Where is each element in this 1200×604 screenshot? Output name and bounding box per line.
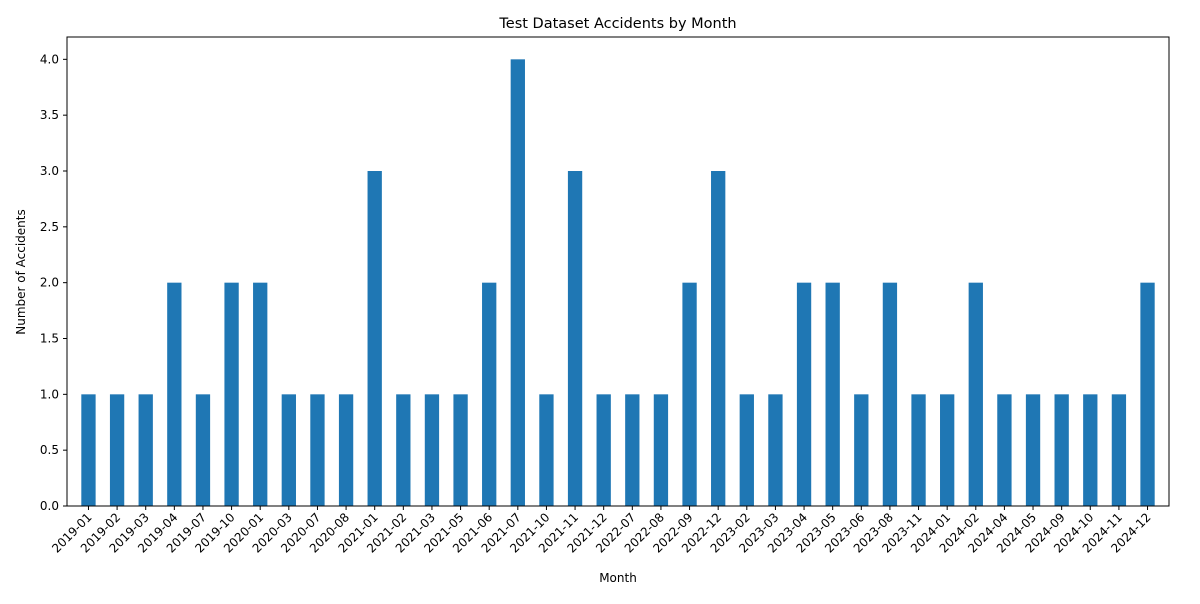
- bar-2019-07: [195, 394, 211, 506]
- bar-2020-01: [253, 282, 268, 506]
- bar-2021-06: [482, 282, 497, 506]
- bars-group: [81, 59, 1155, 506]
- x-axis: 2019-012019-022019-032019-042019-072019-…: [49, 506, 1154, 556]
- bar-2023-05: [825, 282, 840, 506]
- bar-2024-02: [968, 282, 983, 506]
- y-tick-label: 3.0: [40, 164, 59, 178]
- y-axis-title: Number of Accidents: [14, 209, 28, 335]
- bar-2020-03: [281, 394, 296, 506]
- bar-2021-11: [567, 171, 583, 506]
- bar-2019-02: [109, 394, 125, 506]
- bar-2024-11: [1111, 394, 1127, 506]
- y-tick-label: 0.5: [40, 443, 59, 457]
- bar-2020-08: [338, 394, 354, 506]
- bar-2023-03: [768, 394, 783, 506]
- bar-2022-07: [625, 394, 640, 506]
- y-tick-label: 4.0: [40, 52, 59, 66]
- bar-2021-10: [539, 394, 554, 506]
- chart-title: Test Dataset Accidents by Month: [498, 16, 736, 32]
- bar-2019-04: [167, 282, 182, 506]
- bar-2024-10: [1083, 394, 1098, 506]
- x-axis-title: Month: [599, 571, 637, 585]
- bar-2019-10: [224, 282, 239, 506]
- bar-2024-04: [997, 394, 1012, 506]
- bar-2021-01: [367, 171, 382, 506]
- bar-2023-06: [854, 394, 869, 506]
- bar-2021-12: [596, 394, 611, 506]
- y-tick-label: 2.5: [40, 220, 59, 234]
- y-axis: 0.0 0.5 1.0 1.5 2.0 2.5 3.0 3.5 4.0: [40, 52, 67, 513]
- bar-2019-01: [81, 394, 96, 506]
- bar-2023-02: [739, 394, 754, 506]
- bar-2022-08: [653, 394, 669, 506]
- plot-frame: [66, 36, 1170, 507]
- y-tick-label: 3.5: [40, 108, 59, 122]
- bar-2021-07: [510, 59, 525, 506]
- bar-2021-02: [396, 394, 411, 506]
- y-tick-label: 0.0: [40, 499, 59, 513]
- bar-2019-03: [138, 394, 153, 506]
- bar-2024-05: [1025, 394, 1041, 506]
- y-tick-label: 1.5: [40, 332, 59, 346]
- bar-2020-07: [310, 394, 325, 506]
- bar-2021-05: [453, 394, 468, 506]
- bar-2021-03: [424, 394, 440, 506]
- bar-2022-09: [682, 282, 697, 506]
- bar-2022-12: [711, 171, 726, 506]
- bar-2023-04: [796, 282, 812, 506]
- bar-2023-11: [911, 394, 926, 506]
- bar-2023-08: [882, 282, 898, 506]
- y-tick-label: 1.0: [40, 387, 59, 401]
- y-tick-label: 2.0: [40, 276, 59, 290]
- bar-2024-09: [1054, 394, 1069, 506]
- bar-2024-01: [940, 394, 955, 506]
- bar-2024-12: [1140, 282, 1155, 506]
